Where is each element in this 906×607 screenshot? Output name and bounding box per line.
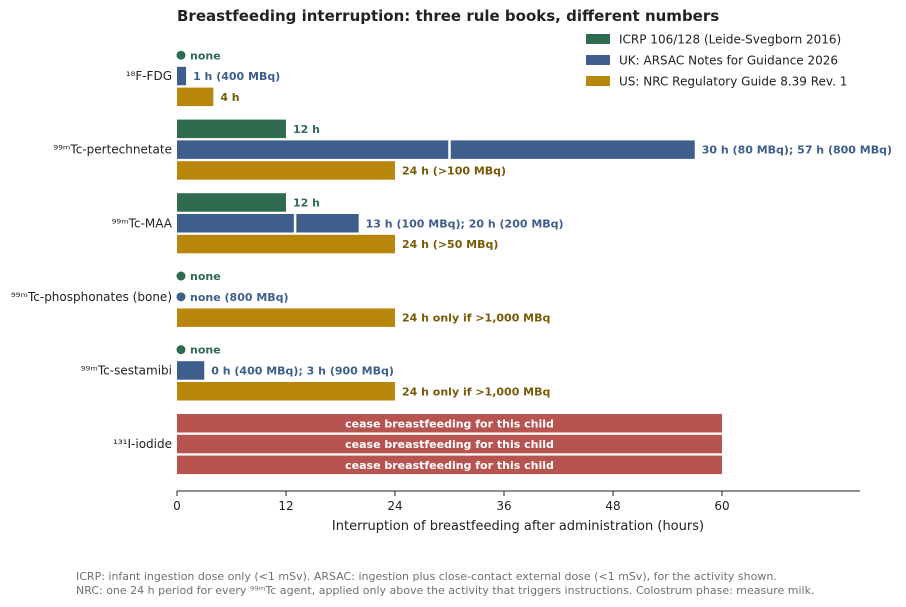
category-label: ⁹⁹ᵐTc-phosphonates (bone) xyxy=(11,290,172,304)
bar-cease xyxy=(177,455,722,475)
category-label: ¹⁸F-FDG xyxy=(126,69,172,83)
data-label: 12 h xyxy=(293,196,320,209)
data-label: none xyxy=(190,49,221,62)
x-tick-label: 60 xyxy=(714,499,729,513)
legend-swatch xyxy=(586,76,610,86)
bar xyxy=(177,382,395,401)
category-label: ⁹⁹ᵐTc-sestamibi xyxy=(81,363,172,377)
footnote-line-2: NRC: one 24 h period for every ⁹⁹ᵐTc age… xyxy=(76,584,814,597)
category-label: ¹³¹I-iodide xyxy=(113,437,172,451)
legend-swatch xyxy=(586,34,610,44)
x-tick-label: 12 xyxy=(278,499,293,513)
category-label: ⁹⁹ᵐTc-MAA xyxy=(112,216,173,230)
data-label: cease breastfeeding for this child xyxy=(345,438,554,451)
bar xyxy=(177,119,286,139)
data-label: 1 h (400 MBq) xyxy=(193,70,280,83)
x-tick-label: 36 xyxy=(496,499,511,513)
legend: ICRP 106/128 (Leide-Svegborn 2016) UK: AR… xyxy=(586,33,847,89)
legend-label: US: NRC Regulatory Guide 8.39 Rev. 1 xyxy=(619,75,847,89)
bar xyxy=(177,87,214,107)
data-label: 24 h (>50 MBq) xyxy=(402,238,498,251)
legend-label: ICRP 106/128 (Leide-Svegborn 2016) xyxy=(619,33,841,47)
x-tick-label: 24 xyxy=(387,499,402,513)
data-label: cease breastfeeding for this child xyxy=(345,459,554,472)
bar xyxy=(177,66,187,86)
footnote-line-1: ICRP: infant ingestion dose only (<1 mSv… xyxy=(76,570,777,583)
bar-cease xyxy=(177,414,722,433)
bar-zero-marker xyxy=(176,271,186,281)
legend-label: UK: ARSAC Notes for Guidance 2026 xyxy=(619,54,838,68)
data-label: 13 h (100 MBq); 20 h (200 MBq) xyxy=(366,217,564,230)
category-labels: ¹⁸F-FDG ⁹⁹ᵐTc-pertechnetate ⁹⁹ᵐTc-MAA ⁹⁹ᵐTc… xyxy=(11,69,173,451)
x-axis-label: Interruption of breastfeeding after admi… xyxy=(332,519,704,534)
legend-swatch xyxy=(586,55,610,65)
bar xyxy=(177,193,286,212)
data-label: 12 h xyxy=(293,123,320,136)
data-label: cease breastfeeding for this child xyxy=(345,417,554,430)
chart-title: Breastfeeding interruption: three rule b… xyxy=(177,7,719,25)
bars-layer: none 1 h (400 MBq) 4 h 12 h 30 h (80 MBq); 5… xyxy=(176,49,892,475)
x-axis: 0 12 24 36 48 60 xyxy=(173,490,860,513)
data-label: none xyxy=(190,344,221,357)
bar xyxy=(177,361,205,380)
data-label: 24 h only if >1,000 MBq xyxy=(402,385,550,398)
bar-zero-marker xyxy=(176,345,186,355)
data-label: 30 h (80 MBq); 57 h (800 MBq) xyxy=(702,144,892,157)
x-tick-label: 48 xyxy=(605,499,620,513)
category-label: ⁹⁹ᵐTc-pertechnetate xyxy=(53,143,172,157)
bar-zero-marker xyxy=(176,292,186,302)
data-label: 24 h only if >1,000 MBq xyxy=(402,312,550,325)
data-label: 4 h xyxy=(220,91,239,104)
bar xyxy=(177,140,695,159)
bar xyxy=(177,234,395,254)
x-tick-label: 0 xyxy=(173,499,181,513)
bar xyxy=(177,308,395,327)
bar-cease xyxy=(177,434,722,454)
data-label: none xyxy=(190,270,221,283)
bar-zero-marker xyxy=(176,50,186,60)
bar xyxy=(177,161,395,180)
data-label: none (800 MBq) xyxy=(190,291,289,304)
data-label: 24 h (>100 MBq) xyxy=(402,164,506,177)
data-label: 0 h (400 MBq); 3 h (900 MBq) xyxy=(211,364,394,377)
bar xyxy=(177,214,359,233)
